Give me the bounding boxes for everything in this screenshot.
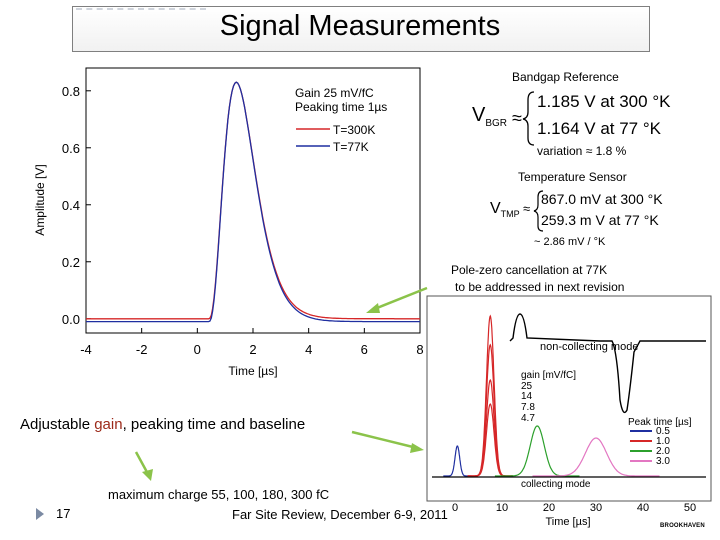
y-tick-label: 0.8 [62,84,80,99]
temperature-line-77k: 259.3 m V at 77 °K [541,212,659,228]
x-tick-label: 8 [416,342,423,357]
legend-label-77k: T=77K [333,140,369,154]
x-tick-label: 2 [249,342,256,357]
gain-value: 7.8 [521,402,535,413]
chart-annotation-peaking: Peaking time 1µs [295,100,387,114]
temperature-subscript: TMP [500,209,520,220]
slide-number: 17 [56,506,71,521]
peak-legend-label: 1.0 [656,436,670,447]
x-tick-label: -2 [136,342,148,357]
x-axis-label: Time [µs] [228,364,277,378]
temperature-brace-shape [533,190,544,232]
chart-annotation-gain: Gain 25 mV/fC [295,86,374,100]
adjustable-pre: Adjustable [20,416,95,433]
bandgap-variation: variation ≈ 1.8 % [537,144,627,158]
peak-legend: 0.51.02.03.0 [630,426,670,467]
pole-zero-arrow-head [366,303,380,313]
mode-bottom-label: collecting mode [521,479,591,490]
x-tick-label: -4 [80,342,92,357]
peak-legend-title: Peak time [µs] [628,417,692,428]
gain-value: 25 [521,381,533,392]
peak-curve-3.0 [532,437,660,477]
inset-x-axis-label: Time [µs] [545,516,590,528]
peak-legend-label: 0.5 [656,426,670,437]
slide-title: Signal Measurements [219,10,501,42]
title-decoration [76,8,206,10]
y-tick-label: 0.0 [62,312,80,327]
peak-legend-label: 3.0 [656,456,670,467]
slide-number-marker [36,508,44,520]
bandgap-heading: Bandgap Reference [512,70,619,84]
peak-curve-0.5 [443,445,472,477]
max-charge-note: maximum charge 55, 100, 180, 300 fC [108,487,330,502]
pole-zero-note-1: Pole-zero cancellation at 77K [451,263,608,277]
bandgap-approx: ≈ [512,108,522,128]
mode-top-label: non-collecting mode [540,341,638,353]
inset-curves [443,314,660,477]
inset-x-tick-label: 10 [496,502,508,514]
inset-x-tick-label: 40 [637,502,649,514]
non-collecting-trace [509,313,706,414]
inset-x-tick-label: 0 [452,502,458,514]
temperature-slope: ~ 2.86 mV / °K [534,236,606,248]
peak-legend-label: 2.0 [656,446,670,457]
adjustable-note: Adjustable gain, peaking time and baseli… [20,416,305,433]
y-tick-label: 0.4 [62,198,80,213]
inset-plot-frame [426,295,712,502]
legend-label-300k: T=300K [333,123,375,137]
bandgap-symbol: VBGR [472,104,507,129]
gain-legend-title: gain [mV/fC] [521,370,576,381]
series-line-77k [86,81,420,323]
title-box [72,6,650,52]
temperature-heading: Temperature Sensor [518,170,627,184]
y-tick-label: 0.6 [62,141,80,156]
gain-arrow [351,430,418,450]
bandgap-line-77k: 1.164 V at 77 °K [537,119,661,138]
inset-x-tick-label: 50 [684,502,696,514]
x-tick-label: 4 [305,342,312,357]
adjustable-gain: gain [94,416,123,433]
bandgap-subscript: BGR [485,118,508,129]
bandgap-line-300k: 1.185 V at 300 °K [537,92,671,111]
peak-curve-2.0 [494,425,580,477]
gain-value: 4.7 [521,413,535,424]
bandgap-v: V [472,104,486,126]
x-tick-label: 6 [361,342,368,357]
temperature-v: V [490,200,501,217]
temperature-approx: ≈ [523,201,531,216]
charge-arrow-head [142,469,153,481]
temperature-symbol: VTMP [490,200,520,219]
gain-value: 14 [521,391,533,402]
inset-x-tick-label: 30 [590,502,602,514]
legend-box [292,118,392,156]
y-tick-label: 0.2 [62,255,80,270]
temperature-line-300k: 867.0 mV at 300 °K [541,191,663,207]
footer-text: Far Site Review, December 6-9, 2011 [232,507,448,522]
adjustable-post: , peaking time and baseline [122,416,306,433]
pole-zero-note-2: to be addressed in next revision [455,280,625,294]
brookhaven-logo: BROOKHAVEN [660,523,705,529]
x-tick-marks [85,328,421,333]
gain-arrow-head [410,443,424,453]
pole-zero-arrow [371,286,428,312]
x-tick-label: 0 [194,342,201,357]
bandgap-brace-shape [522,91,535,146]
y-axis-label: Amplitude [V] [33,164,47,235]
charge-arrow [134,451,150,475]
inset-x-tick-label: 20 [543,502,555,514]
